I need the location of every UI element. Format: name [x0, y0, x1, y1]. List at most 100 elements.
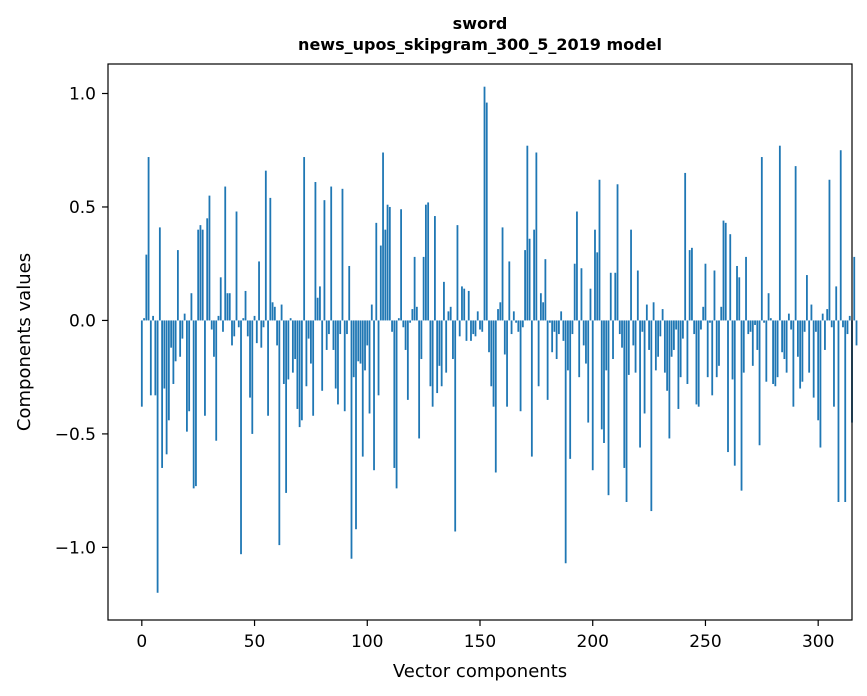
bar	[310, 320, 312, 364]
bar	[303, 157, 306, 321]
bar	[328, 320, 330, 335]
bar	[278, 320, 281, 546]
bar	[663, 320, 666, 373]
bar	[790, 320, 793, 330]
bar	[300, 320, 303, 421]
bar	[192, 320, 195, 489]
x-tick-label: 100	[351, 632, 383, 652]
bar	[147, 157, 150, 321]
bar	[210, 320, 213, 330]
bar	[562, 320, 565, 341]
bar	[612, 320, 614, 360]
bar	[226, 293, 229, 321]
x-tick-label: 50	[244, 632, 266, 652]
bar	[434, 216, 436, 321]
bar	[479, 320, 481, 330]
bar	[253, 315, 256, 321]
bar	[501, 227, 504, 321]
bar	[524, 250, 526, 321]
bar	[648, 320, 650, 350]
bar	[837, 320, 840, 502]
y-axis-label: Components values	[14, 253, 35, 431]
bar	[650, 320, 653, 512]
bar	[262, 320, 265, 328]
bar	[785, 320, 788, 373]
bar	[763, 320, 765, 323]
bar	[379, 245, 382, 321]
bar	[488, 320, 490, 353]
x-tick-label: 250	[689, 632, 721, 652]
bar	[368, 320, 371, 414]
bar	[165, 320, 168, 455]
bar	[821, 313, 824, 321]
bar	[819, 320, 822, 448]
bar	[546, 320, 549, 400]
bar	[474, 320, 477, 337]
bar	[727, 320, 729, 453]
bar	[657, 320, 660, 357]
bar	[294, 320, 297, 360]
bar	[264, 170, 267, 321]
bar	[792, 320, 795, 407]
bar	[535, 152, 538, 321]
bar	[361, 320, 364, 457]
bar	[684, 172, 687, 321]
bar	[470, 320, 472, 341]
bar	[231, 320, 233, 346]
bar	[280, 304, 283, 321]
bar	[424, 204, 427, 321]
bar	[839, 150, 842, 321]
bar	[485, 102, 488, 321]
bar	[515, 320, 517, 323]
bar	[242, 318, 245, 321]
bar	[794, 166, 797, 321]
bar	[623, 320, 626, 468]
bar	[783, 320, 786, 360]
y-tick-label: 1.0	[69, 85, 96, 105]
bar	[776, 320, 779, 378]
bar	[454, 320, 457, 532]
bar	[204, 320, 206, 416]
bar	[503, 320, 506, 355]
bar	[307, 320, 310, 339]
bar	[706, 320, 709, 378]
bar	[506, 320, 508, 407]
bar	[427, 202, 430, 321]
bar	[391, 320, 393, 332]
bar	[848, 315, 851, 321]
bar	[386, 204, 389, 321]
bar	[366, 320, 369, 346]
bar	[630, 229, 632, 321]
bar	[553, 320, 556, 332]
bar	[373, 320, 375, 471]
bar	[163, 320, 166, 389]
bar	[573, 263, 576, 321]
bar	[492, 320, 495, 407]
bar	[215, 320, 218, 441]
bar	[645, 304, 648, 321]
bar	[594, 229, 596, 321]
bar	[767, 293, 770, 321]
bar	[291, 320, 294, 373]
bar	[772, 320, 774, 384]
x-tick-label: 150	[464, 632, 496, 652]
bar	[833, 320, 835, 407]
bar	[255, 320, 258, 344]
bar	[467, 290, 470, 321]
bar	[152, 315, 154, 321]
bar	[668, 320, 671, 439]
bar	[627, 320, 630, 375]
bar	[321, 320, 324, 391]
bar	[700, 320, 702, 330]
bar	[269, 197, 272, 321]
chart-title: sword	[453, 14, 508, 33]
bar	[580, 268, 583, 321]
bar	[409, 320, 412, 323]
chart-subtitle: news_upos_skipgram_300_5_2019 model	[298, 35, 662, 54]
bar	[298, 320, 301, 428]
bar	[497, 309, 499, 321]
bar	[544, 259, 547, 321]
bar	[560, 311, 563, 321]
bar	[616, 184, 619, 321]
bar	[778, 145, 781, 321]
